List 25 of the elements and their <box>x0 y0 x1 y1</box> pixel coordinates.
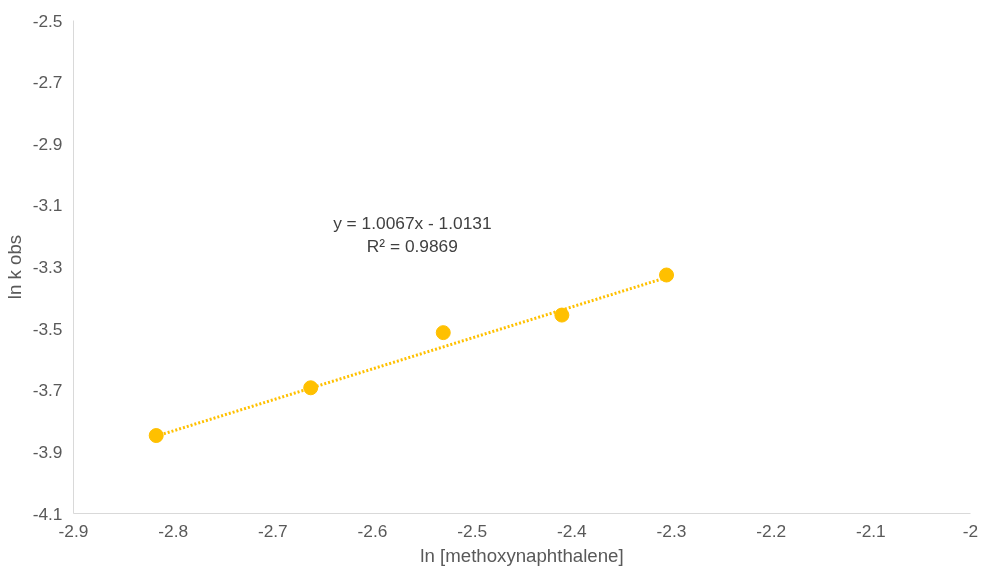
y-tick-label: -2.7 <box>32 72 63 93</box>
x-tick-label: -2.1 <box>855 520 886 541</box>
x-tick-label: -2.7 <box>257 520 288 541</box>
point <box>659 267 675 283</box>
y-tick-label: -2.5 <box>32 10 63 31</box>
y-tick-label: -3.5 <box>32 318 63 339</box>
y-tick-label: -3.9 <box>32 441 63 462</box>
annotation: y = 1.0067x - 1.0131 <box>333 213 492 234</box>
y-axis-title: ln k obs <box>3 234 25 300</box>
x-axis-title: ln [methoxynaphthalene] <box>420 544 624 566</box>
x-tick-label: -2.4 <box>556 520 588 541</box>
y-tick-label: -3.1 <box>32 195 63 216</box>
x-tick-label: -2.6 <box>357 520 388 541</box>
y-tick-label: -3.3 <box>32 257 63 277</box>
y-tick-label: -2.9 <box>32 133 63 154</box>
x-tick-label: -2.2 <box>756 520 787 541</box>
y-tick-label: -3.7 <box>32 380 63 401</box>
point <box>148 428 164 444</box>
x-tick-label: -2.5 <box>457 520 488 541</box>
x-tick-label: -2.3 <box>656 520 687 541</box>
annotation: R² = 0.9869 <box>366 236 458 257</box>
point <box>554 307 570 323</box>
x-tick-label: -2 <box>962 520 979 541</box>
x-tick-label: -2.8 <box>158 520 189 541</box>
point <box>435 325 451 341</box>
